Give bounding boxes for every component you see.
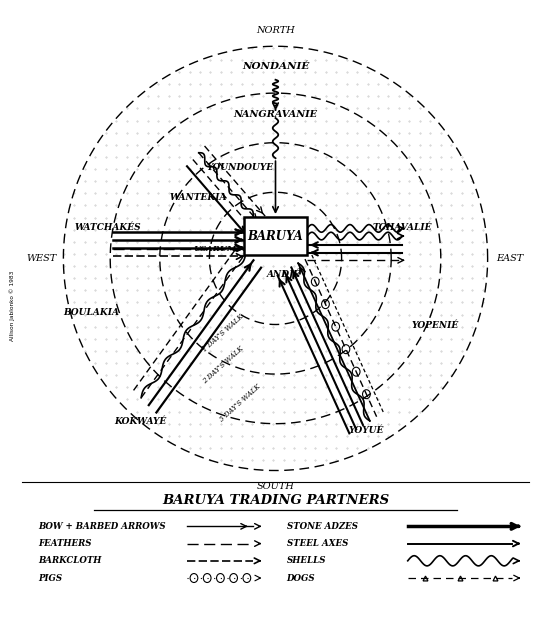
Text: YOUNDOUYE: YOUNDOUYE — [206, 163, 273, 172]
Text: PIGS: PIGS — [39, 574, 63, 582]
Text: YOYUÉ: YOYUÉ — [349, 426, 384, 435]
Text: YOPENIÉ: YOPENIÉ — [412, 321, 459, 330]
Bar — [244, 217, 307, 255]
Text: NONDANIÉ: NONDANIÉ — [242, 63, 309, 71]
Text: BARUYA TRADING PARTNERS: BARUYA TRADING PARTNERS — [162, 494, 389, 507]
Text: STEEL AXES: STEEL AXES — [287, 539, 348, 548]
Text: SHELLS: SHELLS — [287, 556, 326, 565]
Text: SOUTH: SOUTH — [257, 482, 294, 491]
Text: Allison Jablonko © 1983: Allison Jablonko © 1983 — [9, 271, 15, 341]
Text: BARKCLOTH: BARKCLOTH — [39, 556, 102, 565]
Text: BOW + BARBED ARROWS: BOW + BARBED ARROWS — [39, 522, 166, 531]
Text: 3 DAY'S WALK: 3 DAY'S WALK — [218, 383, 262, 424]
Text: BOULAKIA: BOULAKIA — [63, 308, 119, 317]
Text: DOGS: DOGS — [287, 574, 315, 582]
Text: KOKWAYÉ: KOKWAYÉ — [115, 417, 166, 426]
Text: EAST: EAST — [496, 254, 523, 263]
Text: TCHAVALIÉ: TCHAVALIÉ — [372, 223, 432, 232]
Text: NANGRAVANIE: NANGRAVANIE — [234, 110, 317, 119]
Text: WATCHAKÉS: WATCHAKÉS — [74, 223, 141, 232]
Text: WEST: WEST — [26, 254, 56, 263]
Text: USARUMPIA: USARUMPIA — [193, 245, 253, 253]
Text: BARUYA: BARUYA — [247, 230, 304, 242]
Text: 2 DAY'S WALK: 2 DAY'S WALK — [201, 345, 245, 385]
Text: STONE ADZES: STONE ADZES — [287, 522, 358, 531]
Text: ANDJÉ: ANDJÉ — [267, 269, 301, 279]
Text: WANTEKIA: WANTEKIA — [170, 193, 227, 202]
Text: FEATHERS: FEATHERS — [39, 539, 92, 548]
Text: NORTH: NORTH — [256, 26, 295, 35]
Text: 1 DAY'S WALK: 1 DAY'S WALK — [201, 313, 245, 353]
